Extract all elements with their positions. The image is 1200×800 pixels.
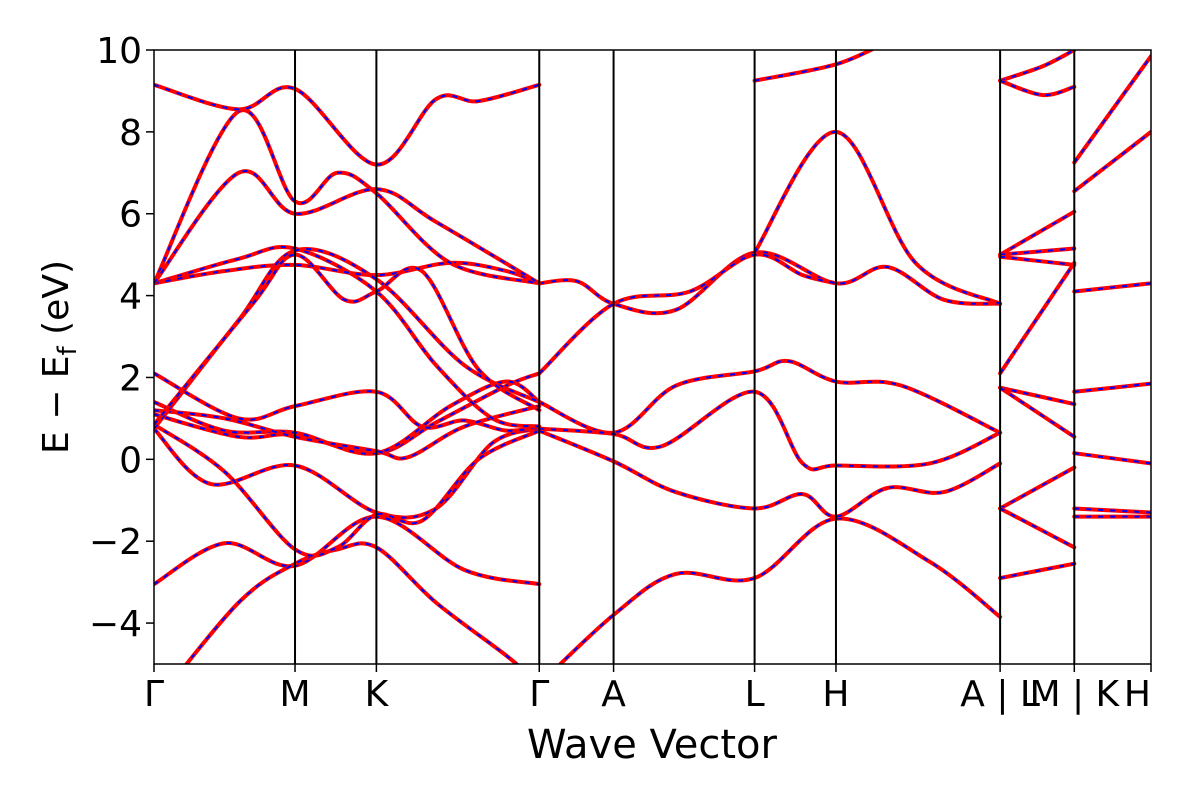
high-symmetry-lines xyxy=(294,50,1076,664)
band-line-overlay-39 xyxy=(1074,507,1151,514)
band-line-overlay-37 xyxy=(1074,382,1151,393)
band-line-overlay-3 xyxy=(154,427,540,519)
x-tick-label-2: K xyxy=(365,674,390,715)
band-line-overlay-16 xyxy=(539,251,1001,315)
band-line-overlay-26 xyxy=(1000,247,1075,256)
y-tick-label-4: 4 xyxy=(119,277,142,318)
y-tick-label-3: 2 xyxy=(119,358,142,399)
band-line-0 xyxy=(154,514,542,587)
band-line-overlay-36 xyxy=(1074,282,1151,293)
band-line-overlay-0 xyxy=(154,515,540,586)
x-tick-label-6: H xyxy=(822,674,849,715)
y-tick-label-2: 0 xyxy=(119,440,142,481)
x-tick-label-7: A | L xyxy=(960,674,1040,715)
band-line-2 xyxy=(557,516,1003,664)
band-line-overlay-8 xyxy=(154,372,540,432)
band-line-overlay-10 xyxy=(538,359,1001,434)
x-tick-label-3: Γ xyxy=(529,674,549,715)
band-line-overlay-35 xyxy=(1073,131,1151,193)
band-line-overlay-33 xyxy=(999,562,1075,580)
y-axis-label-main: E − E xyxy=(36,355,77,454)
band-line-overlay-15 xyxy=(154,253,540,426)
band-line-overlay-17 xyxy=(538,253,837,375)
band-line-17 xyxy=(537,252,838,376)
band-line-22 xyxy=(752,50,876,83)
band-line-overlay-19 xyxy=(154,170,540,285)
band-line-5 xyxy=(537,428,1003,519)
y-axis-label-sub: f xyxy=(53,345,83,355)
band-line-32 xyxy=(998,506,1077,550)
x-tick-label-9: H xyxy=(1124,674,1151,715)
band-line-3 xyxy=(154,426,542,520)
band-line-11 xyxy=(537,389,1003,472)
band-line-overlay-28 xyxy=(999,262,1076,374)
band-line-overlay-38 xyxy=(1074,452,1151,465)
band-line-31 xyxy=(998,465,1077,511)
band-line-overlay-2 xyxy=(558,517,1001,664)
band-line-10 xyxy=(537,358,1003,435)
series-layer xyxy=(154,50,1151,664)
band-line-30 xyxy=(998,385,1077,439)
y-tick-label-6: 8 xyxy=(119,113,142,154)
band-line-overlay-23 xyxy=(999,50,1075,82)
x-tick-label-4: A xyxy=(601,674,626,715)
band-line-overlay-12 xyxy=(154,246,540,428)
band-line-overlay-4 xyxy=(154,423,540,557)
band-line-28 xyxy=(998,260,1077,376)
band-line-overlay-6 xyxy=(154,372,540,455)
y-ticks: −4 −2 0 2 4 6 8 10 xyxy=(89,31,154,645)
y-tick-label-1: −2 xyxy=(89,522,142,563)
band-line-overlay-5 xyxy=(538,429,1001,518)
band-line-overlay-27 xyxy=(999,255,1075,266)
y-tick-label-7: 10 xyxy=(96,31,142,72)
band-line-24 xyxy=(998,78,1077,98)
x-tick-label-8: M | K xyxy=(1029,674,1120,715)
y-tick-label-5: 6 xyxy=(119,195,142,236)
band-line-overlay-21 xyxy=(753,130,1001,305)
x-tick-label-0: Γ xyxy=(144,674,164,715)
band-line-21 xyxy=(752,129,1003,306)
band-line-6 xyxy=(154,371,542,456)
x-tick-label-5: L xyxy=(745,674,765,715)
x-axis-label: Wave Vector xyxy=(527,722,778,768)
band-line-1 xyxy=(183,541,520,664)
x-tick-label-1: M xyxy=(279,674,310,715)
plot-frame xyxy=(153,49,1152,665)
band-line-overlay-20 xyxy=(154,83,540,166)
y-tick-label-0: −4 xyxy=(89,604,142,645)
y-axis-label-unit: (eV) xyxy=(36,260,77,346)
band-line-overlay-18 xyxy=(154,109,540,285)
y-axis-label: E − Ef (eV) xyxy=(36,260,83,454)
band-line-overlay-34 xyxy=(1073,55,1151,164)
band-line-overlay-22 xyxy=(754,50,874,82)
band-line-overlay-1 xyxy=(185,542,519,664)
band-line-16 xyxy=(537,250,1003,316)
band-line-25 xyxy=(998,209,1077,257)
